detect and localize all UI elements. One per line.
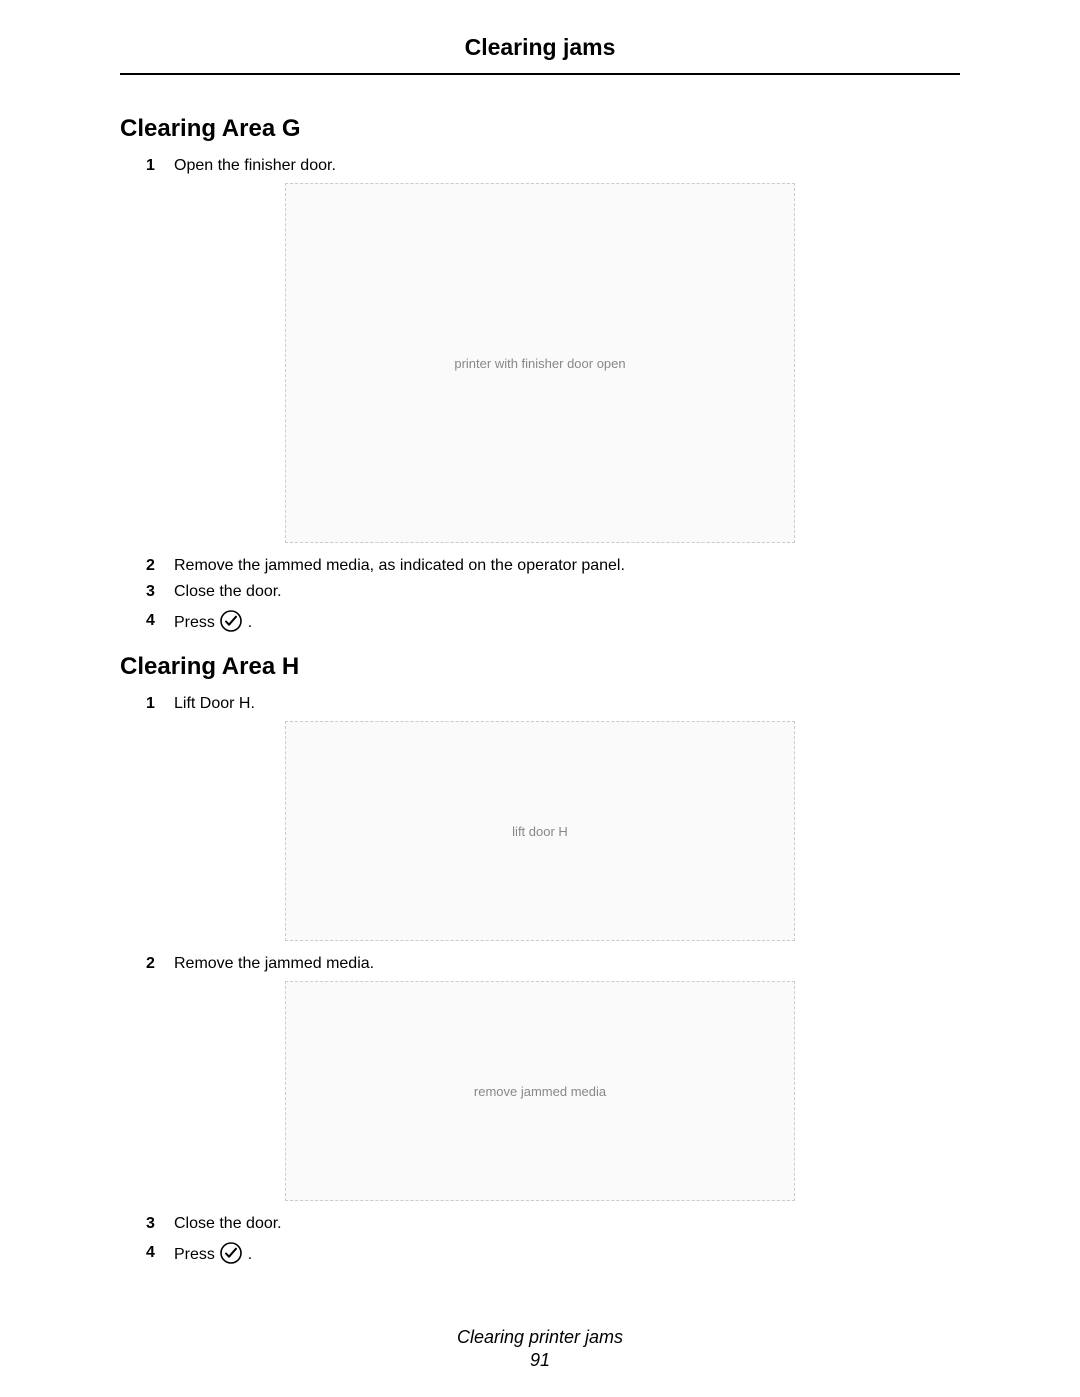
step-text: Lift Door H. xyxy=(174,695,255,713)
step-num: 2 xyxy=(146,557,160,575)
page-header-title: Clearing jams xyxy=(120,34,960,73)
step-h-4: 4 Press . xyxy=(146,1241,960,1265)
step-h-3: 3 Close the door. xyxy=(146,1215,960,1233)
steps-h: 1 Lift Door H. xyxy=(120,695,960,713)
step-text: Close the door. xyxy=(174,583,282,601)
press-before: Press xyxy=(174,1246,219,1263)
manual-page: Clearing jams Clearing Area G 1 Open the… xyxy=(0,0,1080,1397)
figure-g: printer with finisher door open xyxy=(120,183,960,543)
step-g-1: 1 Open the finisher door. xyxy=(146,157,960,175)
step-num: 3 xyxy=(146,1215,160,1233)
header-rule xyxy=(120,73,960,75)
figure-h-2: remove jammed media xyxy=(120,981,960,1201)
printer-illustration-g: printer with finisher door open xyxy=(285,183,795,543)
figure-h-1: lift door H xyxy=(120,721,960,941)
section-heading-g: Clearing Area G xyxy=(120,115,960,143)
step-h-2: 2 Remove the jammed media. xyxy=(146,955,960,973)
step-g-4: 4 Press . xyxy=(146,609,960,633)
figure-label: remove jammed media xyxy=(474,1084,606,1099)
check-button-icon xyxy=(219,1241,243,1265)
step-text: Close the door. xyxy=(174,1215,282,1233)
step-num: 1 xyxy=(146,157,160,175)
steps-h-cont1: 2 Remove the jammed media. xyxy=(120,955,960,973)
printer-illustration-h1: lift door H xyxy=(285,721,795,941)
page-number: 91 xyxy=(0,1350,1080,1371)
press-after: . xyxy=(248,614,252,631)
step-text: Remove the jammed media, as indicated on… xyxy=(174,557,625,575)
step-text: Press . xyxy=(174,1241,252,1265)
step-text: Remove the jammed media. xyxy=(174,955,374,973)
figure-label: printer with finisher door open xyxy=(454,356,625,371)
press-before: Press xyxy=(174,614,219,631)
figure-label: lift door H xyxy=(512,824,568,839)
footer-text: Clearing printer jams xyxy=(457,1327,623,1347)
steps-g-cont: 2 Remove the jammed media, as indicated … xyxy=(120,557,960,633)
section-heading-h: Clearing Area H xyxy=(120,653,960,681)
step-g-2: 2 Remove the jammed media, as indicated … xyxy=(146,557,960,575)
step-g-3: 3 Close the door. xyxy=(146,583,960,601)
step-num: 4 xyxy=(146,612,160,630)
steps-g: 1 Open the finisher door. xyxy=(120,157,960,175)
press-after: . xyxy=(248,1246,252,1263)
page-footer: Clearing printer jams 91 xyxy=(0,1327,1080,1371)
step-num: 3 xyxy=(146,583,160,601)
step-text: Open the finisher door. xyxy=(174,157,336,175)
step-num: 1 xyxy=(146,695,160,713)
step-text: Press . xyxy=(174,609,252,633)
check-button-icon xyxy=(219,609,243,633)
step-num: 2 xyxy=(146,955,160,973)
step-num: 4 xyxy=(146,1244,160,1262)
step-h-1: 1 Lift Door H. xyxy=(146,695,960,713)
steps-h-cont2: 3 Close the door. 4 Press . xyxy=(120,1215,960,1265)
printer-illustration-h2: remove jammed media xyxy=(285,981,795,1201)
